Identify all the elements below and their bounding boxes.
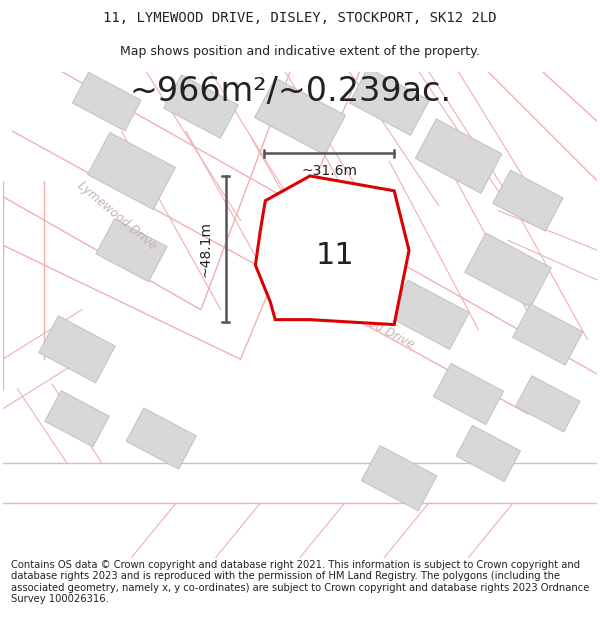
Text: Lymewood Drive: Lymewood Drive	[74, 179, 158, 252]
Polygon shape	[88, 132, 175, 209]
Polygon shape	[256, 176, 409, 324]
Polygon shape	[361, 446, 437, 511]
Polygon shape	[96, 219, 167, 282]
Polygon shape	[73, 72, 141, 131]
Polygon shape	[415, 119, 502, 193]
Polygon shape	[433, 363, 503, 424]
Polygon shape	[349, 68, 429, 136]
Text: ~31.6m: ~31.6m	[301, 164, 357, 178]
Polygon shape	[126, 408, 196, 469]
Polygon shape	[456, 426, 521, 481]
Polygon shape	[493, 170, 563, 231]
Polygon shape	[164, 75, 238, 138]
Polygon shape	[512, 304, 583, 365]
Polygon shape	[39, 316, 115, 383]
Polygon shape	[45, 391, 109, 447]
Text: ~48.1m: ~48.1m	[199, 221, 213, 277]
Polygon shape	[254, 78, 346, 155]
Text: Lymewood Drive: Lymewood Drive	[323, 294, 416, 351]
Text: Map shows position and indicative extent of the property.: Map shows position and indicative extent…	[120, 45, 480, 58]
Text: 11, LYMEWOOD DRIVE, DISLEY, STOCKPORT, SK12 2LD: 11, LYMEWOOD DRIVE, DISLEY, STOCKPORT, S…	[103, 11, 497, 25]
Text: 11: 11	[316, 241, 354, 270]
Polygon shape	[388, 280, 469, 349]
Polygon shape	[515, 376, 580, 432]
Text: Contains OS data © Crown copyright and database right 2021. This information is : Contains OS data © Crown copyright and d…	[11, 559, 589, 604]
Text: ~966m²/~0.239ac.: ~966m²/~0.239ac.	[129, 75, 451, 108]
Polygon shape	[465, 233, 551, 308]
